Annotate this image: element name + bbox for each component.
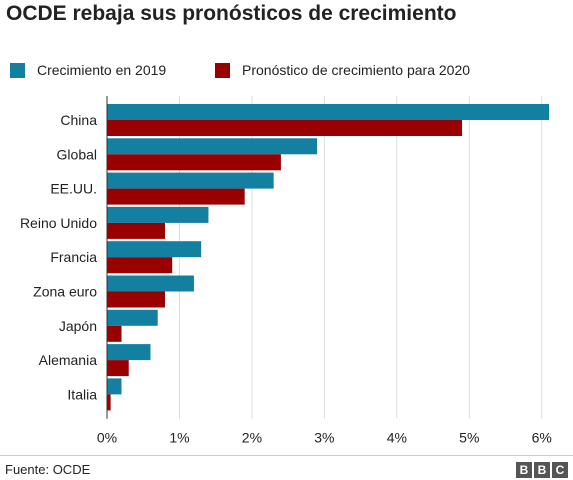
bbc-logo-letter: B: [534, 462, 550, 478]
category-label: Global: [57, 146, 97, 162]
bar-2020: [107, 154, 281, 171]
bar-2019: [107, 309, 158, 326]
bar-2019: [107, 344, 151, 361]
category-label: China: [60, 112, 97, 128]
bar-2020: [107, 394, 111, 411]
legend-label-2020: Pronóstico de crecimiento para 2020: [242, 62, 471, 78]
bar-2019: [107, 172, 274, 189]
chart-title: OCDE rebaja sus pronósticos de crecimien…: [6, 2, 457, 25]
bbc-logo: B B C: [516, 462, 568, 478]
bar-2019: [107, 241, 202, 258]
legend-swatch-2019: [10, 62, 25, 78]
bar-2020: [107, 188, 245, 205]
category-label: Italia: [67, 386, 97, 402]
x-tick-label: 3%: [314, 430, 334, 446]
bar-2019: [107, 275, 194, 292]
bar-2020: [107, 291, 165, 308]
bar-2019: [107, 138, 318, 155]
x-tick-label: 4%: [387, 430, 407, 446]
x-tick-label: 6%: [532, 430, 552, 446]
bar-2020: [107, 257, 173, 274]
bar-2019: [107, 378, 122, 395]
legend-label-2019: Crecimiento en 2019: [37, 62, 167, 78]
legend-item-2020: Pronóstico de crecimiento para 2020: [215, 62, 470, 78]
x-tick-label: 5%: [459, 430, 479, 446]
bar-chart: 0% 1% 2% 3% 4% 5% 6% China Global EE.UU. Reino Uni…: [20, 96, 552, 446]
bar-2019: [107, 206, 209, 223]
x-tick-label: 1%: [169, 430, 189, 446]
bar-2020: [107, 325, 122, 342]
x-tick-label: 0%: [97, 430, 117, 446]
category-label: Francia: [50, 249, 97, 265]
bar-2019: [107, 104, 549, 120]
x-tick-label: 2%: [242, 430, 262, 446]
source-note: Fuente: OCDE: [5, 462, 91, 477]
bar-2020: [107, 360, 129, 377]
category-label: Zona euro: [33, 284, 97, 300]
category-label: Alemania: [39, 352, 98, 368]
legend-swatch-2020: [215, 62, 230, 78]
bar-2020: [107, 222, 165, 239]
category-label: EE.UU.: [50, 181, 97, 197]
bar-2020: [107, 120, 463, 136]
footer-divider: [0, 455, 573, 456]
category-label: Japón: [59, 318, 97, 334]
bbc-logo-letter: B: [516, 462, 532, 478]
legend-item-2019: Crecimiento en 2019: [10, 62, 166, 78]
category-label: Reino Unido: [20, 215, 97, 231]
bbc-logo-letter: C: [552, 462, 568, 478]
